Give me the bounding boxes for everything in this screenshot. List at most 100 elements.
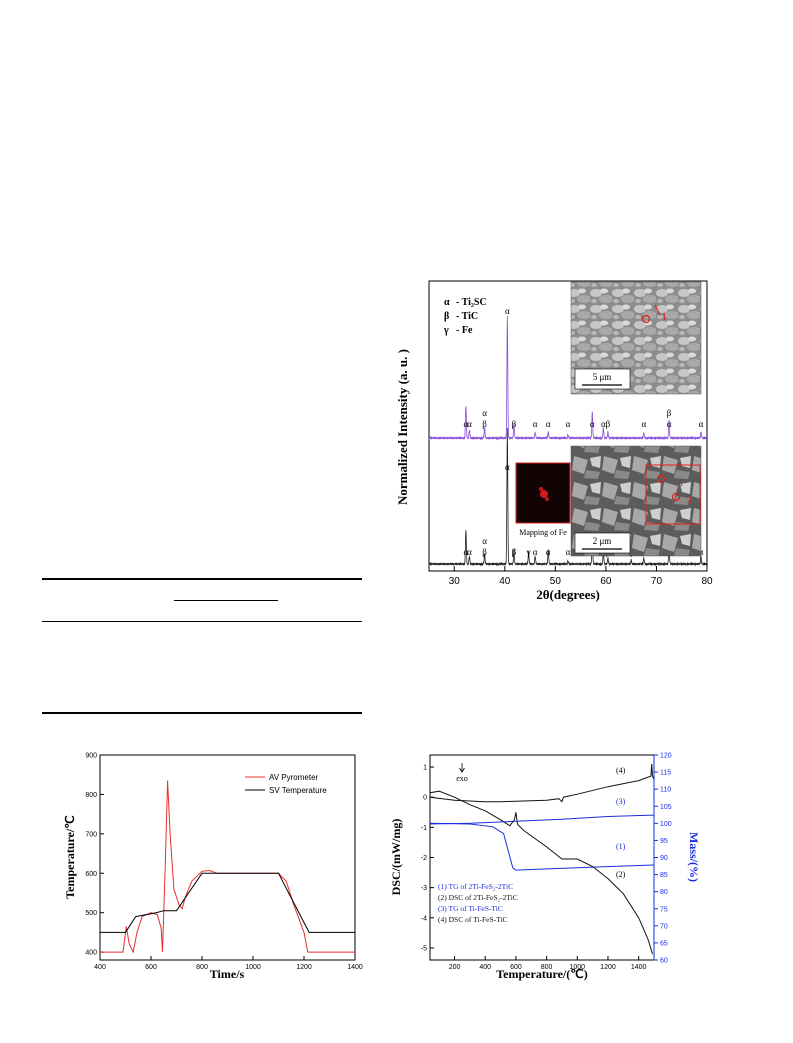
tt-plot-border	[99, 754, 356, 961]
dsc-x-tick-label: 1400	[631, 964, 647, 971]
xrd-upper-peak-label: α	[699, 419, 704, 429]
dsc-tg-chart: DSC/(mW/mg) Mass/(%) Temperature/(℃) 200…	[389, 745, 720, 982]
table-bottom-rule	[42, 712, 362, 714]
tt-y-tick-label: 400	[85, 950, 97, 957]
tt-x-tick-label: 1200	[296, 964, 312, 971]
xrd-upper-peak-label: α	[533, 419, 538, 429]
av-pyrometer-line	[100, 780, 355, 954]
xrd-lower-peak-label: α	[505, 462, 510, 472]
curve-label-3: (3)	[616, 797, 626, 806]
xrd-upper-pattern	[428, 315, 707, 441]
sem-bottom-scale-label: 2 μm	[593, 536, 612, 546]
tg-ti-fes-line	[429, 814, 655, 825]
xrd-chart: Normalized Intensity (a. u. ) 2θ(degrees…	[395, 280, 713, 602]
sem-inset-top: 1 5 μm	[570, 281, 702, 395]
sem-bottom-marker-2-label: 2	[687, 495, 692, 505]
dsc-ti-fes-line	[429, 763, 655, 803]
tt-x-tick-label: 1400	[347, 964, 363, 971]
dsc-x-tick-label: 600	[510, 964, 522, 971]
dsc-y2-tick-label: 80	[660, 889, 668, 896]
xrd-upper-peak-label: α	[667, 419, 672, 429]
dsc-legend-4: (4) DSC of Ti-FeS-TiC	[438, 915, 508, 924]
xrd-xlabel: 2θ(degrees)	[536, 587, 600, 602]
dsc-legend-2: (2) DSC of 2Ti-FeS₂-2TiC	[438, 893, 518, 902]
sem-bottom-scale-box	[574, 532, 631, 554]
tt-x-tick-label: 400	[94, 964, 106, 971]
fe-mapping-caption: Mapping of Fe	[519, 528, 567, 537]
dsc-y-tick-label: -5	[421, 945, 427, 952]
table-header-rule	[42, 621, 362, 622]
dsc-y-tick-label: -2	[421, 855, 427, 862]
xrd-lower-pattern	[428, 427, 707, 567]
xrd-lower-peak-label: α	[467, 547, 472, 557]
xrd-upper-peak-label: α	[566, 419, 571, 429]
legend-phase-tic: - TiC	[456, 311, 478, 322]
dsc-y2-tick-label: 75	[660, 906, 668, 913]
xrd-upper-peak-label: α	[464, 419, 469, 429]
dsc-y2-tick-label: 95	[660, 838, 668, 845]
xrd-upper-peak-label: α	[505, 306, 510, 316]
dsc-y2-tick-label: 120	[660, 753, 672, 760]
legend-greek-gamma: γ	[443, 325, 449, 336]
tt-x-tick-label: 800	[196, 964, 208, 971]
dsc-y2-tick-label: 105	[660, 804, 672, 811]
curve-label-2: (2)	[616, 870, 626, 879]
sv-temperature-line	[100, 872, 355, 933]
xrd-legend: α - Ti₂SC β - TiC γ - Fe	[443, 297, 487, 336]
xrd-upper-peak-label: α	[590, 419, 595, 429]
dsc-xlabel: Temperature/(℃)	[496, 967, 587, 981]
dsc-y2-tick-label: 100	[660, 821, 672, 828]
xrd-upper-peak-label: β	[667, 408, 672, 418]
xrd-figure: Normalized Intensity (a. u. ) 2θ(degrees…	[392, 272, 722, 602]
tt-y-tick-label: 800	[85, 792, 97, 799]
xrd-x-tick-label: 40	[499, 576, 511, 587]
xrd-upper-peak-label: α	[467, 419, 472, 429]
legend-phase-fe: - Fe	[456, 325, 473, 336]
xrd-lower-peak-label: α	[546, 547, 551, 557]
sem-inset-bottom: 1 2 2 μm	[570, 445, 702, 557]
dsc-plot-border	[429, 754, 655, 961]
xrd-upper-peak-label: β	[606, 419, 611, 429]
legend-sv-label: SV Temperature	[269, 786, 327, 795]
dsc-2ti-fes2-line	[429, 790, 653, 955]
fe-mapping-inset: Mapping of Fe	[515, 462, 571, 537]
sem-top-marker	[641, 314, 651, 324]
legend-greek-alpha: α	[444, 297, 450, 308]
dsc-y2-tick-label: 60	[660, 958, 668, 965]
dsc-curve-labels: (4) (3) (1) (2)	[616, 766, 626, 879]
tt-y-tick-label: 900	[85, 753, 97, 760]
xrd-upper-peak-label: α	[482, 408, 487, 418]
xrd-x-tick-label: 80	[701, 576, 713, 587]
table-top-rule	[42, 578, 362, 580]
temperature-time-svg: Temperature/℃ Time/s 400 600 800 1000 1200 14…	[63, 753, 363, 982]
xrd-x-tick-label: 50	[550, 576, 562, 587]
dsc-y2-tick-label: 115	[660, 770, 671, 777]
dsc-y2-tick-label: 65	[660, 940, 668, 947]
dsc-y-tick-label: 1	[423, 765, 427, 772]
dsc-ylabel: DSC/(mW/mg)	[389, 819, 403, 896]
sem-bottom-marker-2	[671, 492, 681, 502]
table-header-subrule	[174, 600, 278, 601]
sem-bottom-marker-1-label: 1	[679, 478, 684, 488]
curve-label-1: (1)	[616, 842, 626, 851]
curve-label-4: (4)	[616, 766, 626, 775]
dsc-x-tick-label: 1200	[600, 964, 616, 971]
sem-top-scale-label: 5 μm	[593, 372, 612, 382]
dsc-legend-1: (1) TG of 2Ti-FeS₂-2TiC	[438, 882, 513, 891]
xrd-lower-peak-label: β	[512, 547, 517, 557]
xrd-upper-peak-label: α	[546, 419, 551, 429]
xrd-upper-peak-label: α	[601, 419, 606, 429]
dsc-y2-tick-label: 70	[660, 923, 668, 930]
tt-y-tick-label: 700	[85, 831, 97, 838]
xrd-lower-peak-label: α	[482, 536, 487, 546]
xrd-x-tick-label: 70	[651, 576, 663, 587]
tt-ylabel: Temperature/℃	[63, 815, 77, 898]
dsc-x-tick-label: 800	[541, 964, 553, 971]
dsc-x-tick-label: 1000	[569, 964, 585, 971]
dsc-y-tick-label: -3	[421, 885, 427, 892]
tt-x-tick-label: 600	[145, 964, 157, 971]
xrd-upper-peak-label: β	[482, 419, 487, 429]
dsc-y-tick-label: -4	[421, 915, 427, 922]
xrd-plot-border	[428, 280, 708, 572]
temperature-time-chart: Temperature/℃ Time/s 400 600 800 1000 1200 14…	[60, 745, 370, 982]
